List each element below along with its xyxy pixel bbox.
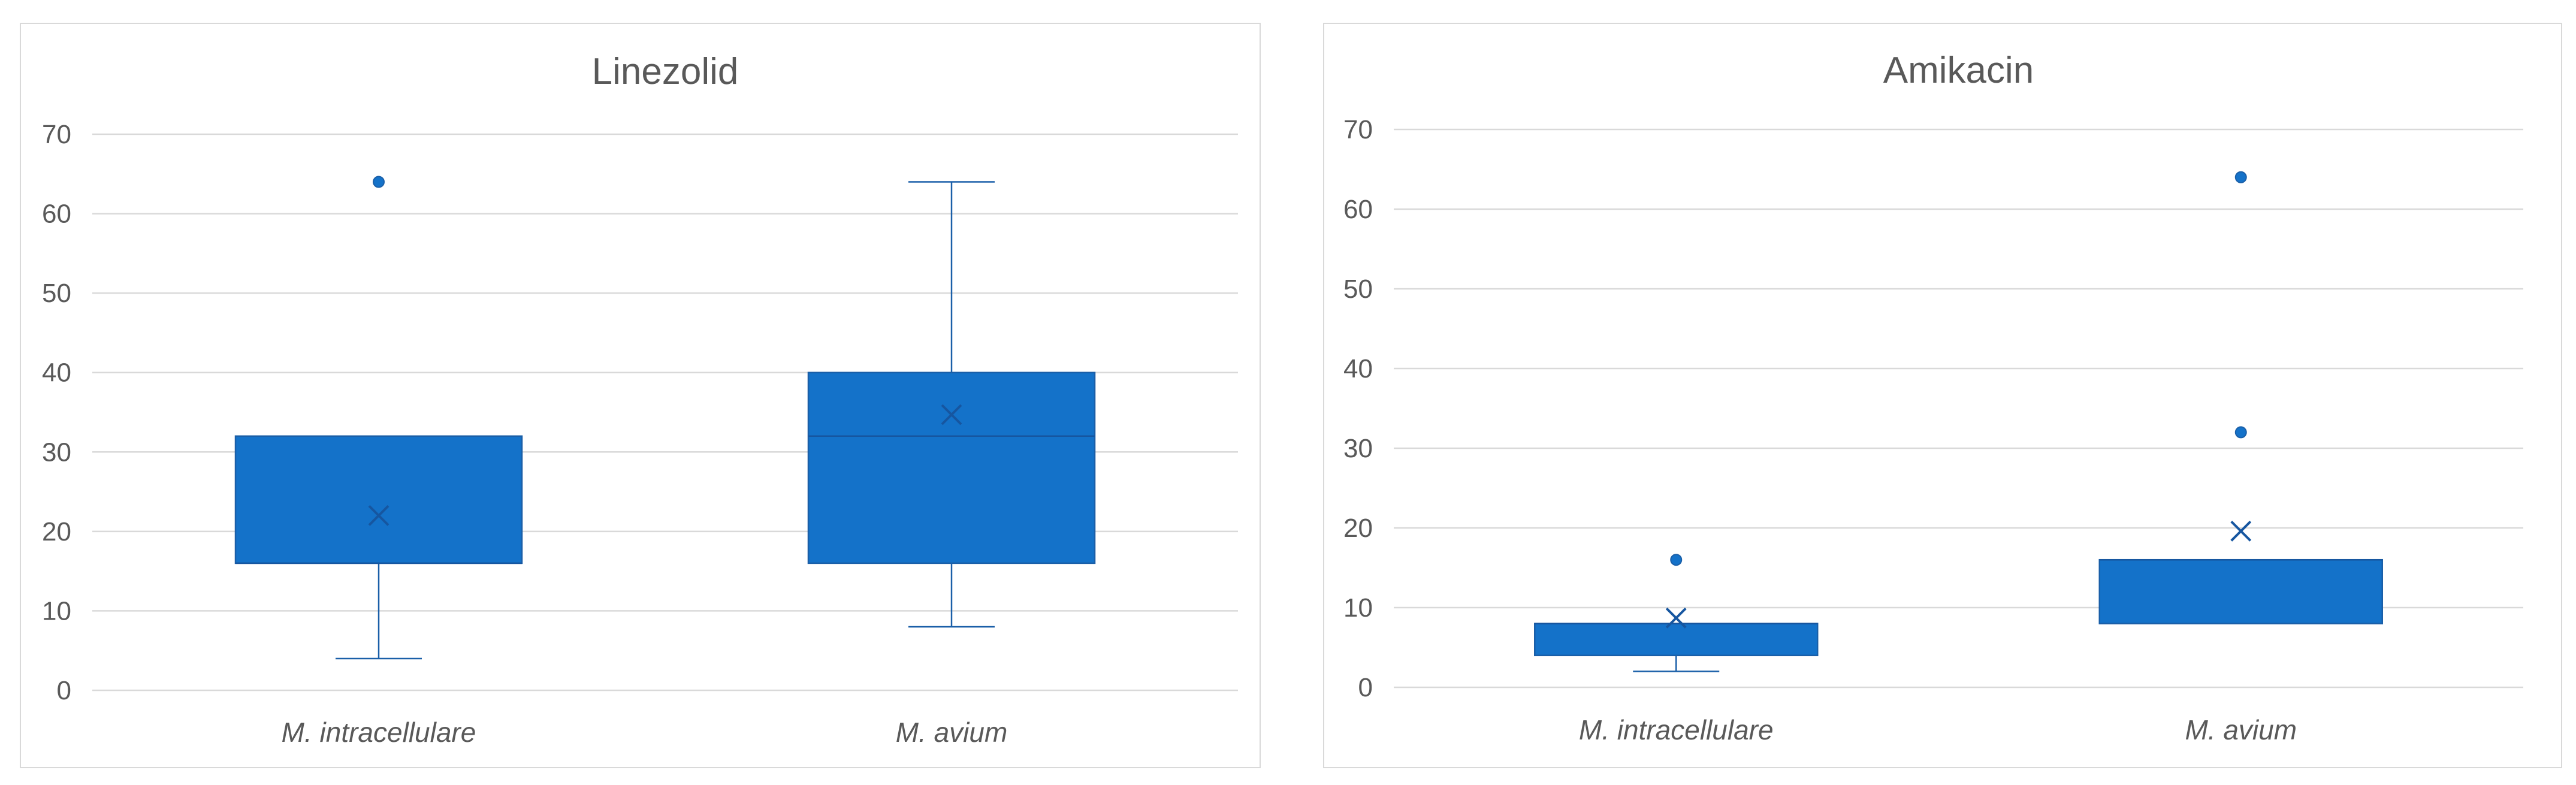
chart-title: Amikacin: [1883, 50, 2034, 91]
linezolid-chart: Linezolid 0 10 20 30 40 50 60 70 M. intracellular…: [20, 23, 1261, 768]
category-label: M. avium: [2185, 714, 2297, 745]
chart-title: Linezolid: [592, 51, 739, 92]
mean-marker: [1665, 607, 1687, 629]
box-iqr: [1534, 623, 1819, 657]
box-0: [234, 176, 523, 660]
y-tick-label: 20: [42, 517, 71, 547]
y-tick-label: 40: [1343, 354, 1373, 384]
y-tick-label: 30: [1343, 434, 1373, 463]
y-tick-label: 70: [1343, 115, 1373, 144]
outlier-point: [373, 176, 385, 188]
y-tick-label: 20: [1343, 514, 1373, 543]
box-1: [807, 181, 1096, 628]
y-tick-label: 50: [42, 279, 71, 308]
category-label: M. intracellulare: [282, 717, 476, 748]
box-iqr: [807, 372, 1096, 564]
box-iqr: [234, 435, 523, 564]
box-1: [2098, 171, 2383, 624]
linezolid-plot: Linezolid 0 10 20 30 40 50 60 70 M. intracellular…: [42, 51, 1238, 748]
category-label: M. intracellulare: [1579, 714, 1774, 745]
y-tick-label: 70: [42, 120, 71, 149]
y-tick-label: 50: [1343, 274, 1373, 304]
outlier-point: [2234, 426, 2247, 439]
amikacin-chart: Amikacin 0 10 20 30 40 50 60 70 M. intracellulare…: [1323, 23, 2562, 768]
mean-marker: [941, 404, 962, 425]
y-tick-label: 0: [1358, 673, 1373, 702]
mean-marker: [368, 505, 389, 526]
y-tick-label: 10: [1343, 593, 1373, 623]
category-label: M. avium: [896, 717, 1008, 748]
outlier-point: [2234, 171, 2247, 183]
amikacin-plot: Amikacin 0 10 20 30 40 50 60 70 M. intracellulare…: [1343, 50, 2523, 745]
y-tick-label: 0: [57, 676, 71, 705]
y-tick-label: 60: [1343, 195, 1373, 224]
y-tick-label: 10: [42, 596, 71, 626]
box-0: [1534, 554, 1819, 672]
y-tick-label: 30: [42, 437, 71, 467]
y-tick-label: 40: [42, 358, 71, 388]
mean-marker: [2230, 520, 2252, 542]
y-tick-label: 60: [42, 200, 71, 229]
box-iqr: [2098, 558, 2383, 624]
outlier-point: [1670, 554, 1683, 566]
